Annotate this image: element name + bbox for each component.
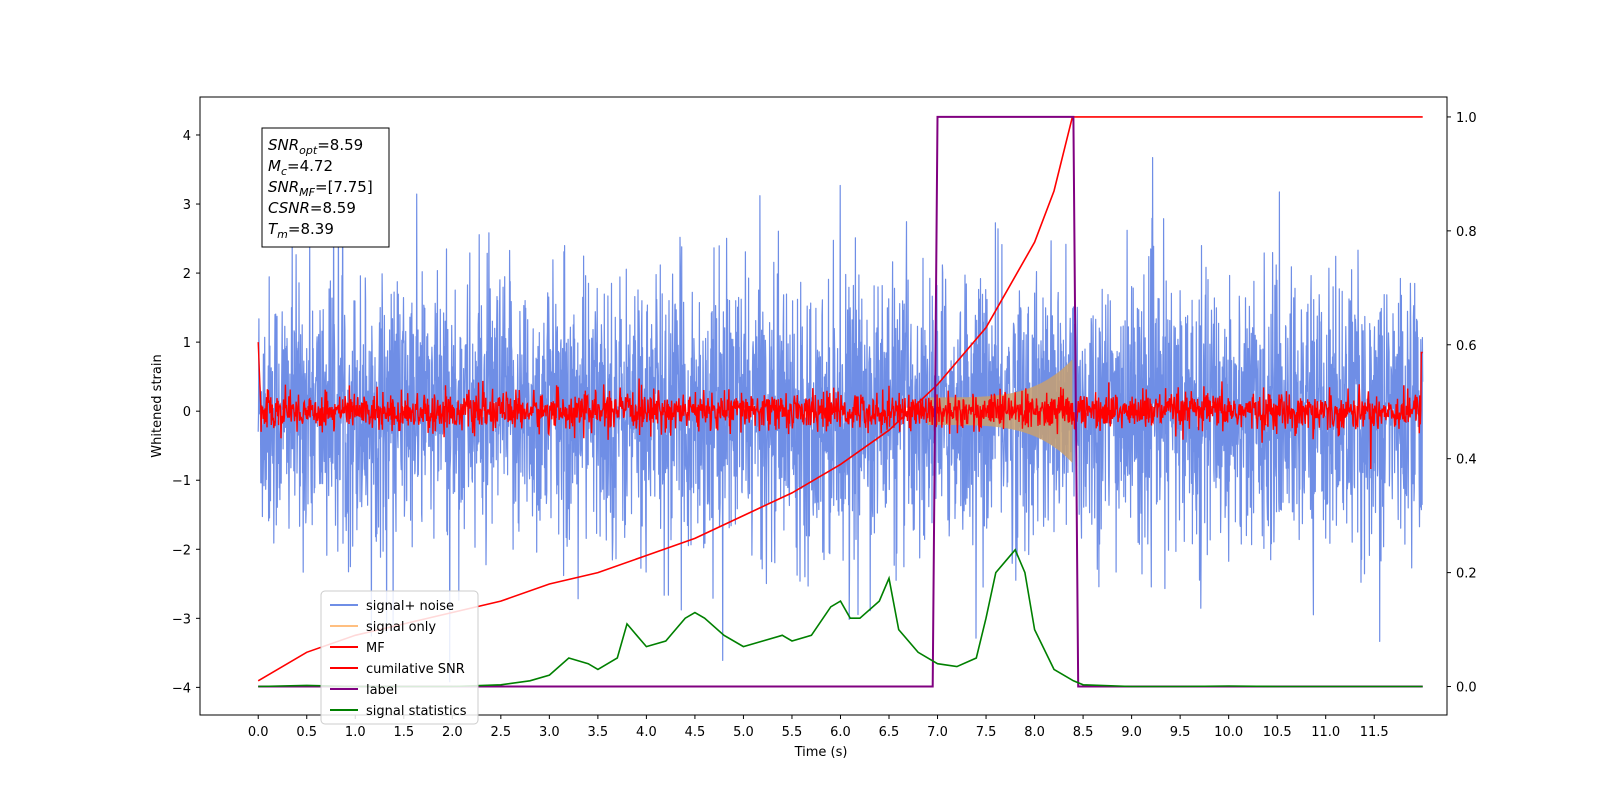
x-tick-label: 6.0 bbox=[830, 725, 851, 740]
y-left-tick-label: 3 bbox=[183, 198, 191, 213]
y-right-tick-label: 0.4 bbox=[1456, 453, 1477, 468]
x-tick-label: 2.5 bbox=[490, 725, 511, 740]
x-tick-label: 8.0 bbox=[1024, 725, 1045, 740]
legend-label: label bbox=[366, 683, 397, 698]
x-tick-label: 11.5 bbox=[1360, 725, 1389, 740]
y-right-tick-label: 0.8 bbox=[1456, 225, 1477, 240]
series-signal-statistics bbox=[258, 548, 1423, 688]
x-tick-label: 9.0 bbox=[1121, 725, 1142, 740]
axes-frame bbox=[199, 96, 1448, 716]
y-left-tick-label: −4 bbox=[172, 681, 191, 696]
x-tick-label: 10.5 bbox=[1263, 725, 1292, 740]
annotation-line: CSNR=8.59 bbox=[268, 199, 356, 217]
x-tick-label: 0.5 bbox=[296, 725, 317, 740]
y-left-tick-label: 0 bbox=[183, 405, 191, 420]
x-tick-label: 10.0 bbox=[1214, 725, 1243, 740]
x-axis-ticks: 0.0 0.5 1.0 1.5 2.0 2.5 3.0 3.5 4.0 4.5 5.0 5.5 6.0 6… bbox=[248, 715, 1389, 740]
x-tick-label: 7.5 bbox=[976, 725, 997, 740]
y-right-tick-label: 0.2 bbox=[1456, 567, 1477, 582]
x-tick-label: 9.5 bbox=[1170, 725, 1191, 740]
x-tick-label: 6.5 bbox=[879, 725, 900, 740]
x-axis-label: Time (s) bbox=[794, 745, 848, 760]
x-tick-label: 11.0 bbox=[1311, 725, 1340, 740]
legend-label: cumilative SNR bbox=[366, 662, 465, 677]
x-tick-label: 7.0 bbox=[927, 725, 948, 740]
y-left-tick-label: 2 bbox=[183, 267, 191, 282]
x-tick-label: 4.5 bbox=[685, 725, 706, 740]
y-right-tick-label: 0.0 bbox=[1456, 681, 1477, 696]
legend: signal+ noise signal only MF cumilative SNR… bbox=[320, 590, 479, 725]
x-tick-label: 1.0 bbox=[345, 725, 366, 740]
x-tick-label: 1.5 bbox=[393, 725, 414, 740]
x-tick-label: 2.0 bbox=[442, 725, 463, 740]
legend-label: signal+ noise bbox=[366, 599, 454, 614]
y-left-tick-label: −2 bbox=[172, 543, 191, 558]
legend-label: signal only bbox=[366, 620, 436, 635]
legend-label: MF bbox=[366, 641, 385, 656]
series-mf bbox=[257, 342, 1423, 470]
annotation-line: SNRopt=8.59 bbox=[268, 136, 363, 157]
annotation-line: Tm=8.39 bbox=[268, 220, 334, 241]
x-tick-label: 5.5 bbox=[782, 725, 803, 740]
y-axis-right-ticks: 1.0 0.8 0.6 0.4 0.2 0.0 bbox=[1447, 111, 1477, 696]
y-left-tick-label: −1 bbox=[172, 474, 191, 489]
legend-label: signal statistics bbox=[366, 704, 467, 719]
x-tick-label: 3.5 bbox=[588, 725, 609, 740]
x-tick-label: 4.0 bbox=[636, 725, 657, 740]
annotation-line: SNRMF=[7.75] bbox=[268, 178, 373, 199]
x-tick-label: 5.0 bbox=[733, 725, 754, 740]
y-left-tick-label: −3 bbox=[172, 612, 191, 627]
annotation-line: Mc=4.72 bbox=[268, 157, 333, 178]
x-tick-label: 0.0 bbox=[248, 725, 269, 740]
x-tick-label: 3.0 bbox=[539, 725, 560, 740]
y-right-tick-label: 0.6 bbox=[1456, 339, 1477, 354]
y-left-tick-label: 1 bbox=[183, 336, 191, 351]
y-right-tick-label: 1.0 bbox=[1456, 111, 1477, 126]
y-axis-left-ticks: 4 3 2 1 0 −1 −2 −3 −4 bbox=[172, 129, 200, 696]
x-tick-label: 8.5 bbox=[1073, 725, 1094, 740]
y-left-tick-label: 4 bbox=[183, 129, 191, 144]
y-axis-label: Whitened strain bbox=[150, 354, 165, 457]
